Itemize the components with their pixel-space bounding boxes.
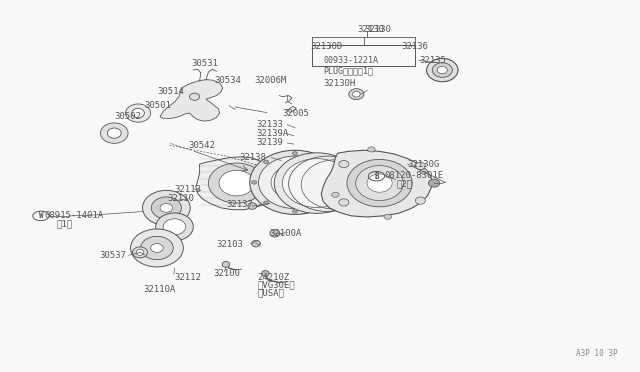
Ellipse shape [367, 147, 375, 152]
Text: 32135: 32135 [419, 56, 446, 65]
Ellipse shape [384, 214, 392, 219]
Ellipse shape [292, 152, 298, 155]
Ellipse shape [100, 123, 128, 143]
Ellipse shape [356, 166, 403, 201]
Polygon shape [321, 150, 431, 217]
Text: B: B [374, 171, 379, 181]
Ellipse shape [156, 213, 193, 241]
Ellipse shape [209, 163, 265, 203]
Text: （VG30E）: （VG30E） [257, 280, 295, 290]
Ellipse shape [259, 156, 332, 209]
Text: 32138: 32138 [240, 153, 267, 162]
Ellipse shape [151, 197, 181, 219]
Ellipse shape [282, 158, 351, 208]
Polygon shape [160, 80, 223, 121]
Ellipse shape [415, 197, 426, 204]
Ellipse shape [222, 262, 230, 267]
Ellipse shape [160, 203, 173, 212]
Text: 32110A: 32110A [143, 285, 175, 294]
Text: 32100: 32100 [213, 269, 240, 278]
Ellipse shape [321, 201, 326, 205]
Text: 32130: 32130 [358, 25, 385, 34]
Text: 30514: 30514 [157, 87, 184, 96]
Text: W: W [38, 211, 44, 220]
Ellipse shape [132, 108, 145, 118]
Ellipse shape [248, 203, 257, 209]
Ellipse shape [131, 229, 183, 267]
Polygon shape [196, 157, 276, 210]
Ellipse shape [250, 150, 340, 214]
Ellipse shape [270, 230, 280, 237]
Ellipse shape [264, 160, 269, 164]
Ellipse shape [321, 160, 326, 164]
Text: A3P 10 3P: A3P 10 3P [576, 349, 618, 358]
Ellipse shape [415, 162, 426, 170]
Text: 30534: 30534 [214, 76, 241, 85]
Text: 30501: 30501 [145, 101, 172, 110]
Ellipse shape [292, 209, 298, 213]
Text: 24210Z: 24210Z [257, 273, 289, 282]
Text: 32130: 32130 [364, 25, 391, 34]
Text: 32130H: 32130H [323, 80, 355, 89]
Ellipse shape [163, 219, 186, 235]
Ellipse shape [274, 153, 360, 214]
Ellipse shape [108, 128, 121, 138]
Ellipse shape [333, 180, 338, 184]
Ellipse shape [132, 247, 148, 258]
Text: 08120-8301E: 08120-8301E [384, 171, 443, 180]
Text: PLUGプラグ＜1＞: PLUGプラグ＜1＞ [323, 67, 373, 76]
Bar [312, 45, 415, 66]
Ellipse shape [347, 159, 412, 207]
Text: 32006M: 32006M [254, 76, 286, 85]
Text: 32137: 32137 [226, 201, 253, 209]
Ellipse shape [339, 160, 349, 168]
Text: （2）: （2） [397, 179, 413, 188]
Text: 32100A: 32100A [270, 229, 302, 238]
Text: 32133: 32133 [256, 120, 283, 129]
Text: 32139A: 32139A [256, 129, 288, 138]
Ellipse shape [264, 201, 269, 205]
Text: 32110: 32110 [167, 194, 194, 203]
Text: 32130D: 32130D [310, 42, 343, 51]
Text: 30537: 30537 [99, 251, 126, 260]
Ellipse shape [427, 58, 458, 82]
Ellipse shape [143, 190, 190, 225]
Ellipse shape [332, 192, 339, 197]
Ellipse shape [125, 104, 150, 122]
Ellipse shape [136, 250, 144, 255]
Text: 32136: 32136 [401, 42, 428, 51]
Ellipse shape [367, 174, 392, 192]
Text: 30542: 30542 [188, 141, 215, 150]
Text: 30531: 30531 [191, 60, 218, 68]
Text: 00933-1221A: 00933-1221A [323, 56, 378, 65]
Ellipse shape [353, 91, 360, 97]
Ellipse shape [271, 165, 319, 200]
Ellipse shape [252, 240, 260, 247]
Text: 32113: 32113 [175, 185, 202, 194]
Ellipse shape [420, 169, 428, 174]
Text: 32139: 32139 [256, 138, 283, 147]
Text: 32005: 32005 [282, 109, 309, 118]
Text: 30502: 30502 [115, 112, 141, 121]
Ellipse shape [150, 244, 163, 252]
Text: 32103: 32103 [216, 240, 243, 249]
Ellipse shape [349, 89, 364, 100]
Ellipse shape [189, 93, 200, 100]
Text: Ｈ1）: Ｈ1） [56, 220, 73, 229]
Text: 32112: 32112 [174, 273, 201, 282]
Ellipse shape [141, 236, 173, 260]
Ellipse shape [429, 179, 440, 187]
Ellipse shape [252, 180, 257, 184]
Ellipse shape [432, 63, 452, 77]
Ellipse shape [437, 67, 447, 74]
Ellipse shape [339, 199, 349, 206]
Ellipse shape [262, 270, 269, 276]
Text: 08915-1401A: 08915-1401A [44, 211, 103, 219]
Ellipse shape [219, 170, 254, 196]
Text: 32130G: 32130G [408, 160, 440, 169]
Text: （USA）: （USA） [257, 288, 284, 297]
